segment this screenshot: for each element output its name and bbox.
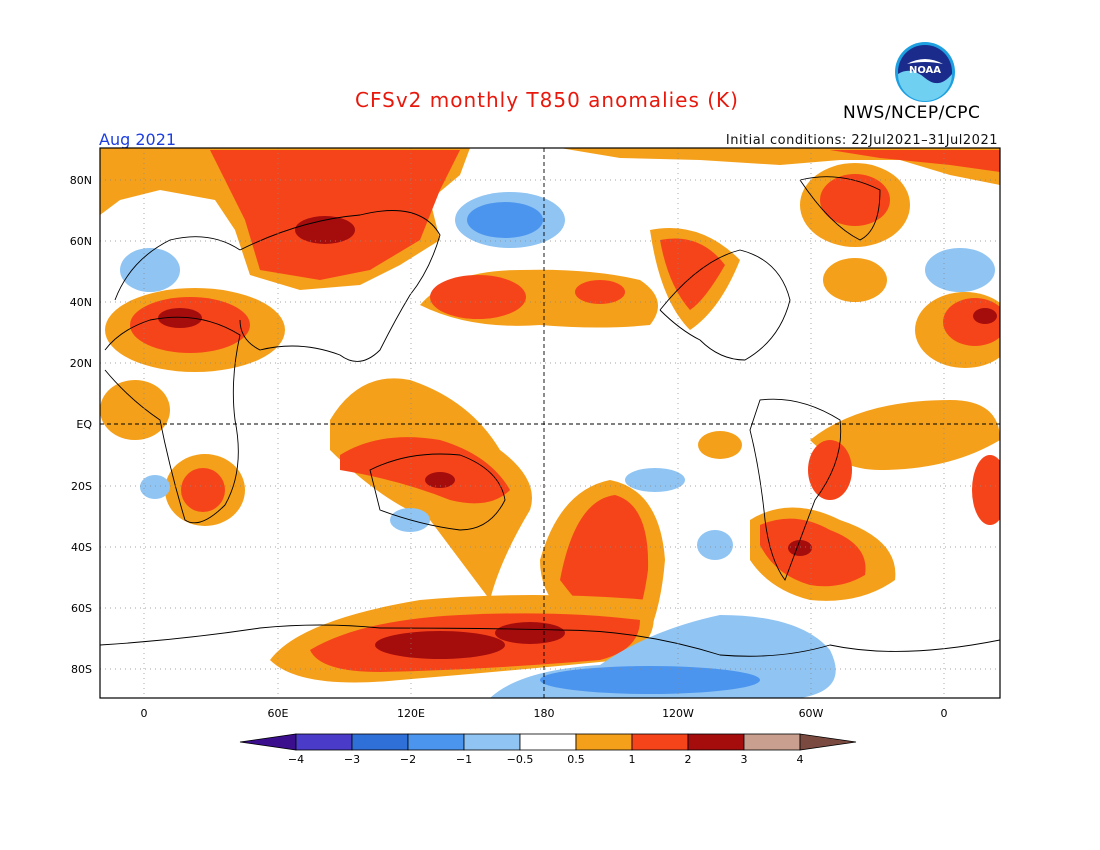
lon-label: 180 (534, 707, 555, 720)
colorbar-label: 2 (685, 753, 692, 766)
initial-conditions: Initial conditions: 22Jul2021–31Jul2021 (725, 133, 998, 148)
lat-label: 40N (70, 296, 92, 309)
colorbar-swatch (407, 733, 465, 751)
colorbar-label: 1 (629, 753, 636, 766)
colorbar-label: 4 (797, 753, 804, 766)
lat-label: 60N (70, 235, 92, 248)
agency-label: NWS/NCEP/CPC (843, 103, 981, 123)
lat-label: 80N (70, 174, 92, 187)
colorbar-swatch (463, 733, 521, 751)
colorbar-label: −2 (400, 753, 416, 766)
anomaly-field (100, 148, 1000, 698)
warm-region-arctic (100, 148, 1000, 290)
warm-region-mediterranean (105, 288, 1000, 372)
colorbar-arrow-high (799, 733, 857, 751)
lat-label: 80S (71, 663, 92, 676)
lon-label: 0 (941, 707, 948, 720)
lat-label: 20N (70, 357, 92, 370)
colorbar: −4 −3 −2 −1 −0.5 0.5 1 2 3 4 (239, 733, 857, 766)
lon-label: 60W (799, 707, 824, 720)
lon-labels: 0 60E 120E 180 120W 60W 0 (141, 707, 948, 720)
colorbar-label: −3 (344, 753, 360, 766)
lon-label: 120W (662, 707, 694, 720)
lat-label: 60S (71, 602, 92, 615)
warm-region-south-africa (100, 380, 1000, 526)
warm-region-greenland (800, 163, 910, 302)
cool-region-north-pacific (455, 192, 565, 248)
map-frame (99, 147, 1001, 699)
colorbar-label: 3 (741, 753, 748, 766)
lat-labels: 80N 60N 40N 20N EQ 20S 40S 60S 80S (70, 174, 93, 676)
warm-region-southern-ocean (270, 595, 654, 683)
lat-label: 20S (71, 480, 92, 493)
lon-label: 60E (268, 707, 289, 720)
colorbar-label: −4 (288, 753, 304, 766)
coastlines (100, 176, 1000, 657)
warm-region-south-america (698, 400, 1000, 601)
grid-lines (100, 148, 1000, 698)
colorbar-swatch (687, 733, 745, 751)
colorbar-swatch (295, 733, 353, 751)
colorbar-arrow-low (239, 733, 297, 751)
warm-region-australia (330, 378, 532, 600)
colorbar-label: −0.5 (507, 753, 534, 766)
lat-label: 40S (71, 541, 92, 554)
noaa-logo-icon: NOAA (895, 42, 955, 102)
chart-title: CFSv2 monthly T850 anomalies (K) (355, 88, 739, 112)
warm-region-north-pacific (420, 228, 740, 330)
lon-label: 120E (397, 707, 425, 720)
colorbar-swatch (519, 733, 577, 751)
lon-label: 0 (141, 707, 148, 720)
colorbar-swatch (351, 733, 409, 751)
valid-month: Aug 2021 (99, 130, 177, 149)
colorbar-swatch (575, 733, 633, 751)
colorbar-label: 0.5 (567, 753, 585, 766)
lat-label: EQ (76, 418, 92, 431)
reference-lines (100, 148, 1000, 698)
cool-region-antarctica (490, 615, 836, 698)
cool-region-europe (120, 248, 995, 292)
colorbar-swatch (631, 733, 689, 751)
colorbar-swatch (743, 733, 801, 751)
logo-text: NOAA (909, 65, 941, 76)
colorbar-label: −1 (456, 753, 472, 766)
